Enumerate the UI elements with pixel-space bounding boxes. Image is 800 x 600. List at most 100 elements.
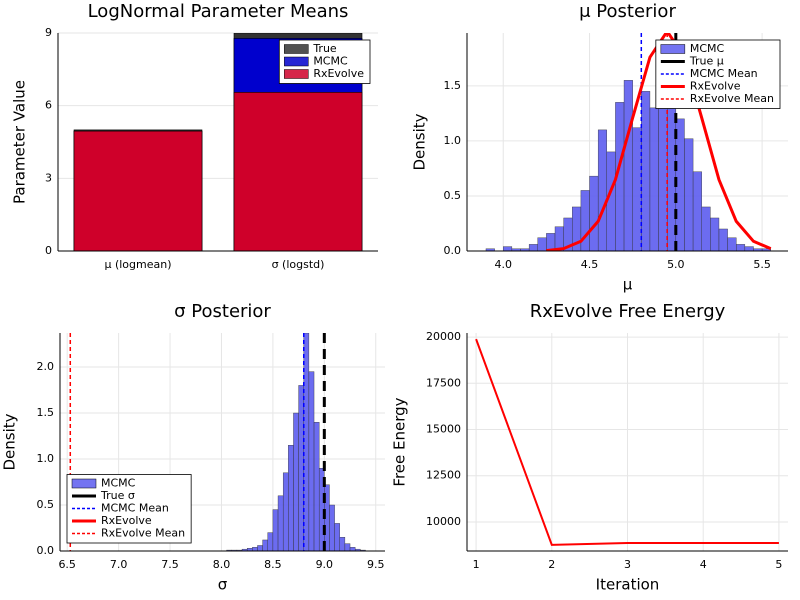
histogram-bar xyxy=(257,545,263,551)
histogram-bar xyxy=(272,509,279,551)
legend-label: MCMC xyxy=(313,55,348,68)
legend-label: True xyxy=(312,42,337,55)
histogram-bar xyxy=(606,151,616,251)
plot-area xyxy=(69,333,366,551)
x-tick-label: 4 xyxy=(700,558,707,571)
x-tick-label: 9.5 xyxy=(367,558,385,571)
x-tick-label: σ (logstd) xyxy=(272,258,325,271)
subplot: 10000 12500 15000 17500 20000 1 2 3 4 5 RxEvolve F… xyxy=(391,301,788,594)
histogram-bar xyxy=(293,412,299,551)
bar xyxy=(73,130,203,251)
legend-label: MCMC xyxy=(101,477,136,490)
histogram-bar xyxy=(339,537,346,551)
histogram-bar xyxy=(632,127,642,251)
legend-swatch xyxy=(284,56,309,67)
histogram-bar xyxy=(684,138,694,251)
legend-swatch xyxy=(284,69,309,79)
histogram-bar xyxy=(503,246,513,251)
histogram-bar xyxy=(701,206,711,251)
histogram-bar xyxy=(744,246,754,251)
histogram-bar xyxy=(589,175,599,251)
x-tick-label: 5.0 xyxy=(667,258,685,271)
chart-title: μ Posterior xyxy=(579,1,676,22)
x-tick-label: 1 xyxy=(473,558,480,571)
legend-label: True μ xyxy=(689,55,724,68)
histogram-bar xyxy=(344,543,351,551)
plot-area xyxy=(485,33,772,251)
legend-label: MCMC xyxy=(690,42,725,55)
histogram-bar xyxy=(313,422,320,551)
histogram-bar xyxy=(334,523,340,551)
histogram-bar xyxy=(329,504,335,551)
legend-label: MCMC Mean xyxy=(101,502,169,515)
y-tick-label: 0.0 xyxy=(444,244,462,257)
y-tick-label: 0.5 xyxy=(37,498,55,511)
histogram-bar xyxy=(277,495,284,551)
y-tick-label: 15000 xyxy=(426,423,461,436)
x-axis-label: σ xyxy=(218,576,228,594)
bar xyxy=(233,92,363,251)
y-tick-label: 20000 xyxy=(426,330,461,343)
histogram-bar xyxy=(528,244,538,251)
histogram-bar xyxy=(262,539,268,551)
histogram-bar xyxy=(597,129,607,251)
y-tick-label: 1.0 xyxy=(37,452,55,465)
histogram-bar xyxy=(718,228,728,251)
plot-area xyxy=(475,338,779,546)
x-tick-label: 7.0 xyxy=(110,558,128,571)
y-tick-label: 2.0 xyxy=(37,360,55,373)
legend-label: RxEvolve xyxy=(101,514,152,527)
histogram-bar xyxy=(298,385,304,551)
x-axis-label: μ xyxy=(623,276,633,294)
x-tick-label: 3 xyxy=(624,558,631,571)
y-tick-label: 10000 xyxy=(426,515,461,528)
y-tick-label: 17500 xyxy=(426,376,461,389)
x-tick-label: 8.5 xyxy=(264,558,282,571)
y-axis-label: Parameter Value xyxy=(11,80,29,204)
histogram-bar xyxy=(303,333,310,551)
chart-title: RxEvolve Free Energy xyxy=(530,301,726,322)
x-tick-label: 7.5 xyxy=(161,558,179,571)
histogram-bar xyxy=(349,547,356,551)
legend-label: MCMC Mean xyxy=(690,67,758,80)
histogram-bar xyxy=(252,547,258,551)
y-tick-label: 12500 xyxy=(426,469,461,482)
histogram-bar xyxy=(288,445,294,551)
x-tick-label: 6.5 xyxy=(58,558,76,571)
y-tick-label: 9 xyxy=(45,26,52,39)
y-tick-label: 3 xyxy=(45,171,52,184)
histogram-bar xyxy=(623,80,633,251)
histogram-bar xyxy=(537,237,547,251)
y-axis-label: Free Energy xyxy=(391,397,409,486)
subplot: 0 3 6 9 μ (logmean) σ (logstd) LogNormal Param… xyxy=(11,1,378,271)
legend-label: RxEvolve Mean xyxy=(690,92,774,105)
x-tick-label: 8.0 xyxy=(213,558,231,571)
x-axis-label: Iteration xyxy=(596,576,660,594)
legend-swatch xyxy=(71,478,97,489)
legend-swatch xyxy=(660,44,686,54)
chart-title: LogNormal Parameter Means xyxy=(88,1,349,22)
histogram-bar xyxy=(710,217,720,251)
subplot: 0.0 0.5 1.0 1.5 2.0 6.5 7.0 7.5 8.0 8.5 9.0 9.5 σ Po… xyxy=(1,301,385,594)
legend-label: RxEvolve Mean xyxy=(101,527,185,540)
histogram-bar xyxy=(641,91,651,251)
legend-label: RxEvolve xyxy=(690,80,741,93)
histogram-bar xyxy=(736,244,746,251)
x-tick-label: 5.5 xyxy=(753,258,771,271)
y-tick-label: 0.5 xyxy=(444,189,462,202)
legend-label: RxEvolve xyxy=(313,67,364,80)
x-tick-label: 2 xyxy=(548,558,555,571)
x-tick-label: 9.0 xyxy=(316,558,334,571)
histogram-bar xyxy=(282,472,289,551)
legend-swatch xyxy=(284,44,309,54)
y-tick-label: 1.5 xyxy=(444,79,462,92)
x-tick-label: μ (logmean) xyxy=(104,258,171,271)
y-tick-label: 1.0 xyxy=(444,134,462,147)
y-tick-label: 1.5 xyxy=(37,406,55,419)
x-tick-label: 5 xyxy=(775,558,782,571)
histogram-bar xyxy=(692,171,702,251)
